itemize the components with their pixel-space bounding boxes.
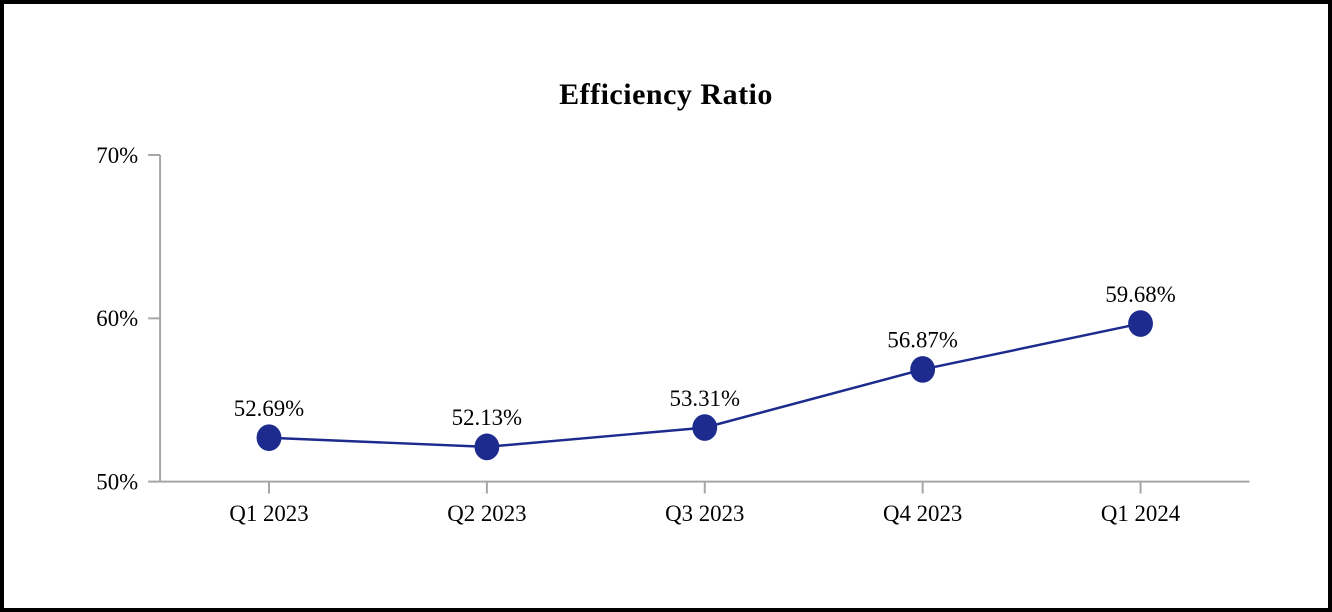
data-point-label: 52.69% [234,396,304,421]
data-point-marker [1128,310,1153,337]
line-chart: 50% 60% 70% Q1 2023 Q2 2023 Q3 2023 Q4 2023 Q1 … [96,143,1250,526]
y-axis-tick-label: 60% [96,306,138,331]
x-axis-category-label: Q4 2023 [883,501,962,526]
data-point-marker [692,414,718,441]
data-point-marker [474,433,500,461]
series-points: 52.69% 52.13% 53.31% 56.87% 59.68% [234,282,1176,461]
y-axis-tick-label: 70% [96,143,138,168]
data-point-label: 56.87% [887,328,957,353]
data-point-label: 52.13% [452,405,522,430]
data-point-label: 53.31% [670,386,740,411]
x-axis-category-label: Q2 2023 [447,501,526,526]
x-axis-category-label: Q1 2024 [1101,501,1181,526]
chart-title: Efficiency Ratio [559,78,773,111]
data-point-label: 59.68% [1105,282,1175,307]
y-axis-tick-label: 50% [96,470,138,495]
x-axis-category-label: Q3 2023 [665,501,744,526]
data-point-marker [256,424,282,452]
data-point-marker [910,356,936,383]
axes: 50% 60% 70% Q1 2023 Q2 2023 Q3 2023 Q4 2023 Q1 … [96,143,1250,526]
x-axis-category-label: Q1 2023 [229,501,308,526]
